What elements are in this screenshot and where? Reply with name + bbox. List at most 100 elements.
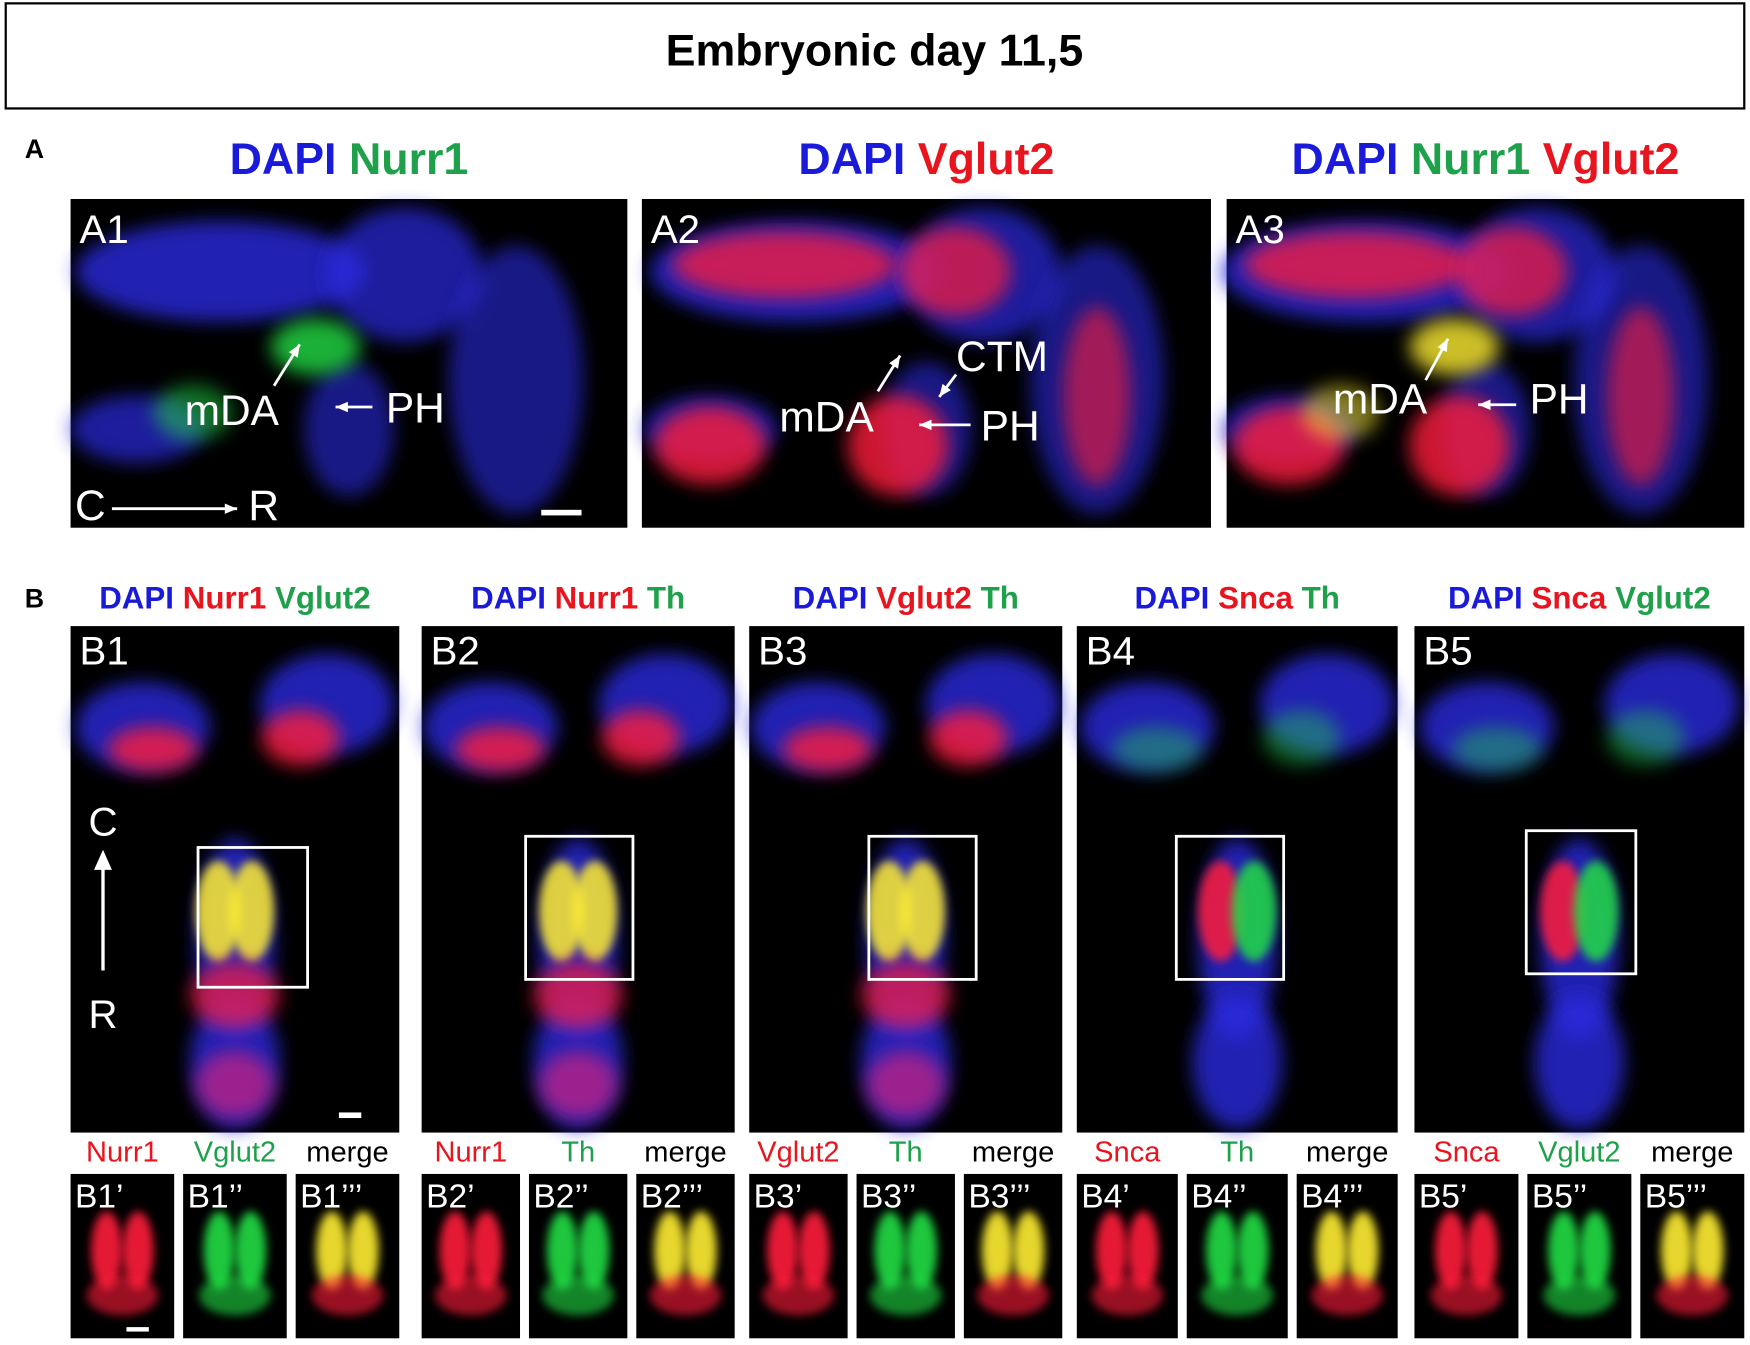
image-label: merge — [644, 1136, 726, 1168]
tissue — [1452, 726, 1542, 772]
tissue — [767, 1211, 799, 1290]
tissue — [866, 860, 912, 962]
image-label: B1’’’ — [300, 1178, 362, 1215]
image-label: B5’ — [1419, 1178, 1467, 1215]
tissue — [1127, 1211, 1159, 1290]
image-label: PH — [1530, 377, 1589, 424]
image-label: mDA — [779, 395, 874, 442]
image-label: B2’’ — [533, 1178, 588, 1215]
tissue — [539, 1050, 618, 1119]
image-label: PH — [981, 404, 1040, 451]
tissue — [578, 1211, 610, 1290]
tissue — [533, 961, 623, 1029]
arrowhead — [335, 401, 348, 413]
heading-word: Th — [1302, 581, 1340, 616]
heading-word: Nurr1 — [1411, 135, 1530, 184]
heading-word: Vglut2 — [1615, 581, 1711, 616]
heading-word: DAPI — [793, 581, 868, 616]
tissue — [455, 726, 545, 772]
tissue — [542, 1275, 614, 1316]
tissue — [1435, 1211, 1467, 1290]
panel-heading: DAPI Nurr1 Th — [471, 581, 685, 616]
inset-box — [867, 834, 978, 981]
tissue — [1262, 709, 1341, 766]
arrowhead — [1437, 338, 1448, 353]
tissue — [1656, 1275, 1729, 1316]
tissue — [448, 245, 584, 514]
tissue — [1409, 395, 1510, 496]
tissue — [900, 860, 945, 962]
inset-box — [196, 846, 309, 989]
tissue — [195, 1050, 275, 1119]
image-label: A3 — [1236, 207, 1285, 252]
heading-word: Nurr1 — [349, 135, 468, 184]
tissue — [654, 1211, 686, 1290]
tissue — [981, 1211, 1014, 1290]
image-label: B1 — [80, 629, 129, 674]
tissue — [270, 318, 361, 375]
arrowhead — [1478, 399, 1491, 410]
tissue — [470, 1211, 503, 1290]
tissue — [1430, 1275, 1503, 1316]
arrowhead — [939, 383, 951, 397]
heading-word: Vglut2 — [275, 581, 371, 616]
tissue — [261, 709, 340, 766]
heading-word: DAPI — [1135, 581, 1210, 616]
tissue — [869, 1275, 942, 1316]
image-label: Nurr1 — [435, 1136, 508, 1168]
tissue — [672, 231, 896, 299]
panel-heading: DAPI Vglut2 Th — [793, 581, 1019, 616]
heading-word: Nurr1 — [555, 581, 638, 616]
tissue — [1548, 1211, 1580, 1290]
image-label: B1’’ — [188, 1178, 243, 1215]
tissue — [1237, 1211, 1269, 1290]
tissue — [847, 395, 949, 496]
arrowhead — [224, 503, 238, 514]
tissue — [1201, 1275, 1274, 1316]
tissue — [234, 1211, 267, 1290]
image-label: Th — [1220, 1136, 1254, 1168]
heading-word: Th — [647, 581, 685, 616]
image-label: B1’ — [75, 1178, 123, 1215]
heading-word: DAPI — [1292, 135, 1399, 184]
image-label: R — [248, 483, 279, 530]
image-label: B3’ — [754, 1178, 802, 1215]
tissue — [1540, 860, 1585, 962]
tissue — [1311, 1275, 1383, 1316]
inset-box — [524, 834, 635, 981]
tissue — [1692, 1211, 1724, 1290]
image-label: B2 — [431, 629, 480, 674]
image-label: B5’’’ — [1645, 1178, 1707, 1215]
panel-letter: A — [25, 134, 44, 164]
tissue — [1660, 1211, 1693, 1290]
heading-word: DAPI — [798, 135, 905, 184]
heading-word: Th — [981, 581, 1019, 616]
tissue — [1347, 1211, 1379, 1290]
image-label: B4 — [1086, 629, 1135, 674]
image-label: Th — [561, 1136, 595, 1168]
arrowhead — [889, 355, 901, 369]
heading-word: Vglut2 — [1543, 135, 1680, 184]
tissue — [1315, 1211, 1348, 1290]
tissue — [546, 1211, 579, 1290]
tissue — [1573, 860, 1619, 962]
tissue — [347, 1211, 379, 1290]
image-label: Vglut2 — [1538, 1136, 1620, 1168]
arrowhead — [94, 849, 112, 870]
heading-word: DAPI — [1448, 581, 1523, 616]
image-label: Vglut2 — [194, 1136, 276, 1168]
image-label: B3’’ — [861, 1178, 916, 1215]
image-label: B2’ — [426, 1178, 474, 1215]
tissue — [1063, 306, 1131, 486]
tissue — [91, 1211, 123, 1290]
tissue — [1543, 1275, 1616, 1316]
tissue — [1205, 1211, 1238, 1290]
tissue — [1579, 1211, 1611, 1290]
image-label: B3 — [758, 629, 807, 674]
image-label: Snca — [1433, 1136, 1500, 1168]
tissue — [572, 860, 618, 962]
panel-heading: DAPI Snca Th — [1135, 581, 1340, 616]
inset-box — [1524, 829, 1638, 976]
image-label: merge — [972, 1136, 1054, 1168]
image-label: R — [88, 992, 117, 1037]
